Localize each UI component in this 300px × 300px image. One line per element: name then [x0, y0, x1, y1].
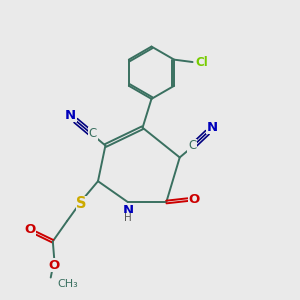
- Text: N: N: [123, 204, 134, 217]
- Text: O: O: [189, 193, 200, 206]
- Text: CH₃: CH₃: [57, 279, 78, 289]
- Text: O: O: [49, 259, 60, 272]
- Text: H: H: [124, 213, 132, 223]
- Text: N: N: [207, 121, 218, 134]
- Text: C: C: [188, 139, 196, 152]
- Text: O: O: [24, 224, 35, 236]
- Text: Cl: Cl: [196, 56, 208, 68]
- Text: S: S: [76, 196, 87, 211]
- Text: C: C: [89, 128, 97, 140]
- Text: N: N: [65, 109, 76, 122]
